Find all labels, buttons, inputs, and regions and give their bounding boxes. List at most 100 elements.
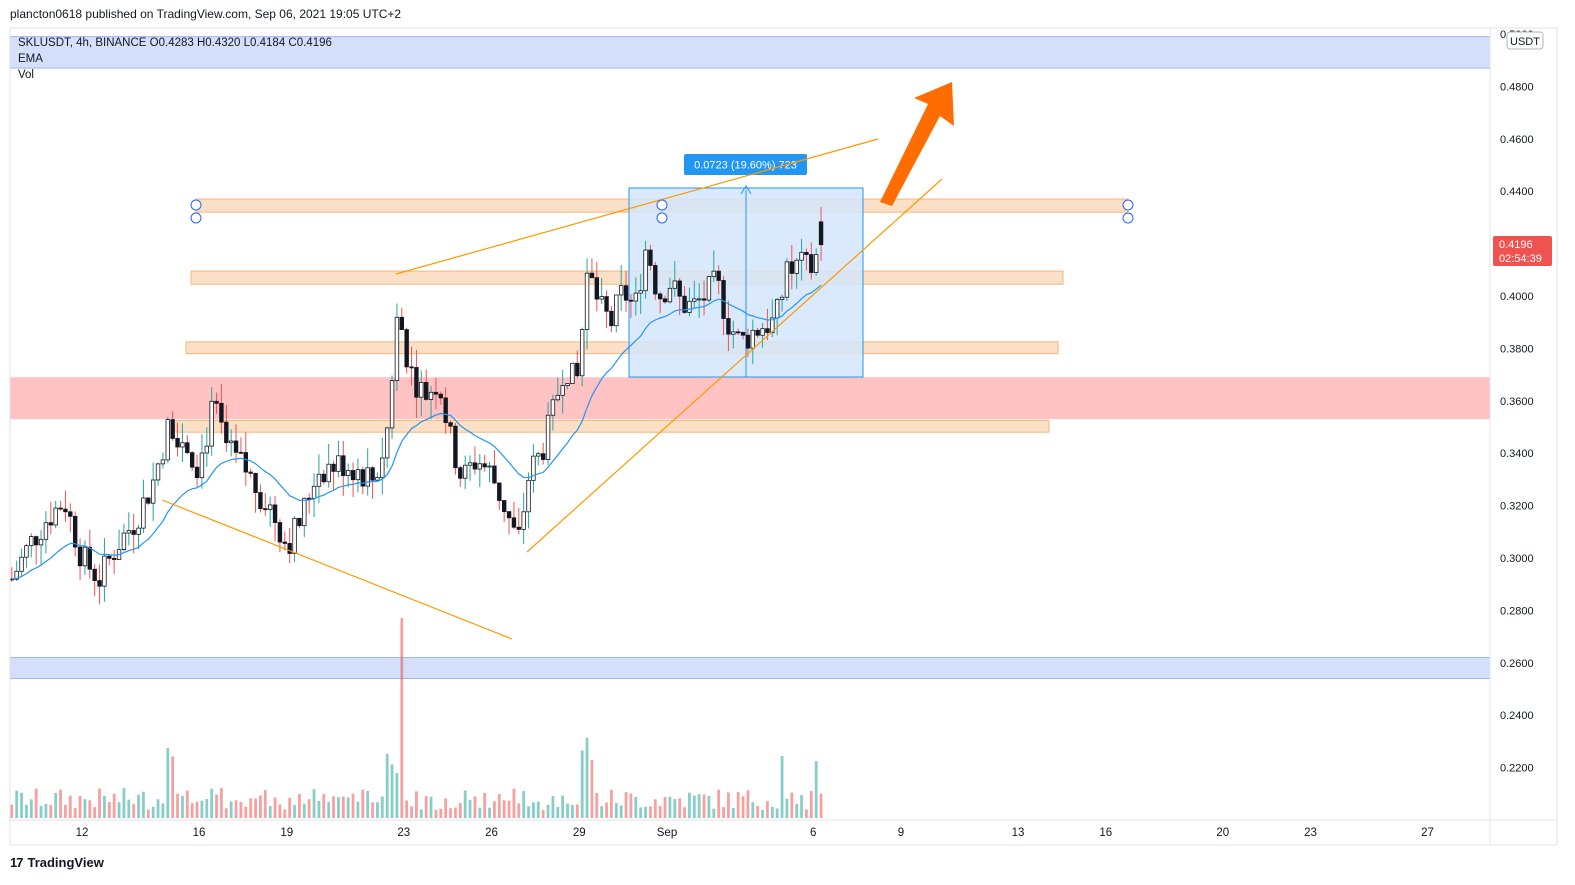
- volume-bar: [571, 805, 574, 818]
- candle-body: [623, 285, 629, 301]
- currency-badge-box: [1506, 31, 1544, 50]
- volume-bar: [224, 808, 228, 818]
- volume-bar: [54, 792, 58, 818]
- candle-body: [536, 453, 541, 457]
- trend-line-down: [161, 499, 513, 640]
- volume-bar: [307, 799, 311, 818]
- candle-body: [672, 280, 677, 289]
- candle-body: [458, 467, 463, 479]
- volume-bar: [122, 788, 126, 818]
- candle-body: [701, 298, 707, 301]
- candle-body: [146, 497, 151, 504]
- candle-body: [282, 541, 287, 544]
- volume-bar: [702, 794, 706, 818]
- volume-bar: [88, 800, 92, 818]
- volume-bar: [229, 801, 233, 818]
- candle-body: [809, 254, 814, 273]
- volume-bar: [239, 801, 243, 818]
- handle-mid-bottom: [656, 212, 668, 224]
- volume-bar: [653, 799, 657, 818]
- handle-mid-top: [656, 199, 668, 211]
- volume-bar: [575, 804, 579, 818]
- candle-body: [375, 477, 380, 481]
- candle-body: [77, 546, 83, 567]
- candle-body: [316, 473, 322, 487]
- time-tick-label: 16: [1099, 827, 1112, 839]
- trend-line-rising-support: [526, 178, 943, 553]
- candle-body: [272, 504, 278, 523]
- ema-indicator-label[interactable]: EMA: [18, 53, 43, 65]
- trend-line-rising-wedge-top: [395, 138, 879, 275]
- time-tick-label: 16: [193, 827, 206, 839]
- time-axis-ticks: 12 16 19 23 26 29 Sep 6 9 13 16 20 23 27: [76, 827, 1434, 839]
- candle-body: [779, 296, 785, 300]
- volume-bar: [327, 802, 331, 818]
- trend-lines[interactable]: [161, 138, 943, 640]
- candle-body: [516, 526, 521, 530]
- volume-bar: [483, 792, 487, 818]
- zone-support-blue-6: [9, 657, 1491, 680]
- candle-body: [414, 367, 419, 398]
- price-tick-label: 0.4800: [1500, 81, 1534, 93]
- candle-body: [789, 261, 794, 274]
- vol-indicator-label[interactable]: Vol: [18, 69, 34, 81]
- volume-bar: [244, 806, 248, 818]
- candle-body: [306, 497, 312, 500]
- volume-bar: [385, 753, 389, 818]
- candle-body: [589, 272, 595, 279]
- candle-body: [219, 402, 224, 423]
- volume-bar: [161, 803, 165, 818]
- time-tick-label: Sep: [657, 827, 677, 839]
- candle-body: [350, 470, 356, 481]
- candle-body: [131, 530, 136, 535]
- volume-bar: [493, 801, 496, 818]
- volume-bar: [185, 790, 189, 818]
- volume-bar: [249, 798, 253, 818]
- zone-handles[interactable]: [190, 199, 1134, 224]
- currency-badge[interactable]: USDT: [1510, 36, 1540, 48]
- volume-bar: [34, 788, 38, 818]
- candle-body: [263, 508, 268, 511]
- candle-body: [648, 249, 653, 266]
- volume-bar: [488, 807, 491, 818]
- volume-bar: [268, 806, 272, 818]
- volume-bar: [814, 761, 818, 818]
- symbol-ohlc-line[interactable]: SKLUSDT, 4h, BINANCE O0.4283 H0.4320 L0.…: [18, 37, 332, 49]
- candle-body: [160, 459, 166, 465]
- candle-body: [33, 536, 39, 546]
- candle-body: [58, 507, 63, 510]
- volume-bar: [473, 796, 477, 818]
- candle-body: [794, 259, 799, 274]
- candle-body: [760, 328, 765, 336]
- candle-body: [526, 479, 531, 513]
- candle-body: [277, 522, 283, 543]
- volume-bar: [707, 795, 711, 818]
- volume-bar: [312, 789, 316, 818]
- candle-body: [355, 469, 361, 481]
- volume-bar: [790, 792, 794, 818]
- volume-bar: [717, 789, 721, 818]
- volume-bar: [688, 792, 691, 818]
- volume-bar: [317, 800, 321, 818]
- candle-body: [297, 517, 302, 527]
- volume-bar: [142, 791, 145, 818]
- volume-bar: [259, 795, 262, 818]
- footer-brand[interactable]: 17 TradingView: [10, 855, 104, 870]
- time-tick-label: 12: [76, 827, 89, 839]
- volume-bar: [146, 809, 150, 818]
- candle-body: [365, 467, 370, 487]
- volume-bar: [298, 793, 301, 818]
- candle-body: [662, 298, 668, 303]
- price-tick-label: 0.4400: [1500, 186, 1534, 198]
- volume-bar: [785, 798, 789, 818]
- candle-body: [14, 570, 19, 580]
- volume-bar: [341, 796, 345, 818]
- zone-orange-2: [190, 270, 1064, 285]
- volume-bar: [151, 806, 155, 818]
- volume-bar: [614, 803, 618, 818]
- volume-bar: [546, 804, 550, 818]
- candle-body: [370, 467, 375, 481]
- volume-bar: [805, 809, 808, 818]
- candle-body: [682, 295, 687, 313]
